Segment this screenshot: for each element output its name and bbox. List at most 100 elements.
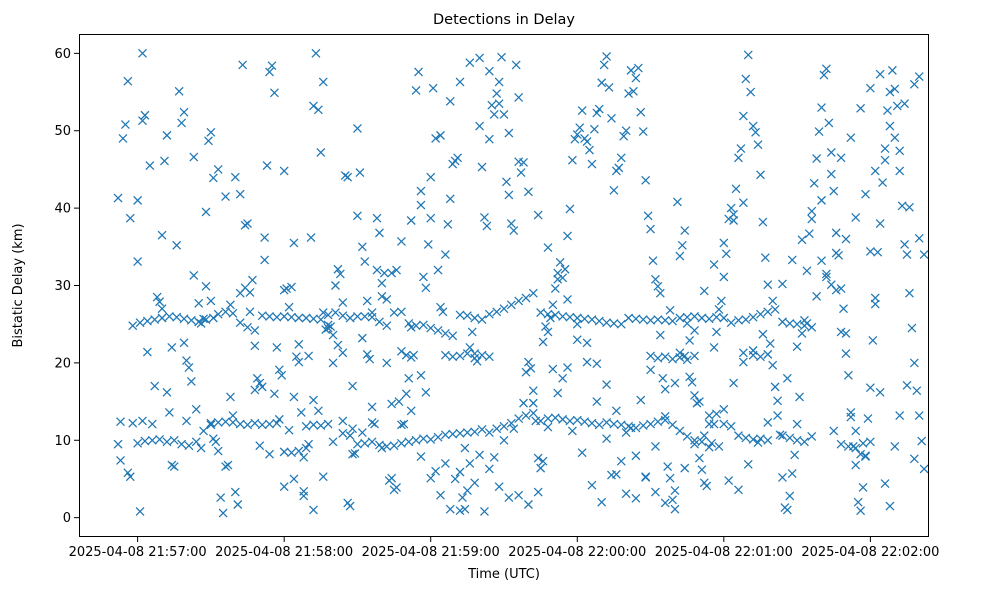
data-point (665, 473, 675, 483)
data-point (682, 431, 692, 441)
data-point (550, 284, 560, 294)
x-tick-label: 2025-04-08 22:01:00 (655, 545, 793, 560)
data-point (909, 454, 919, 464)
data-point (194, 298, 204, 308)
data-point (538, 456, 548, 466)
data-point (392, 265, 401, 275)
x-tick-label: 2025-04-08 21:59:00 (362, 545, 500, 560)
data-point (174, 86, 184, 96)
data-point (604, 82, 614, 92)
data-point (201, 281, 211, 291)
data-point (638, 421, 648, 431)
data-point (318, 308, 328, 318)
data-point (719, 238, 729, 248)
data-point (670, 486, 680, 496)
data-point (514, 414, 524, 424)
data-point (470, 427, 480, 437)
data-point (682, 355, 692, 365)
data-point (587, 315, 597, 324)
data-point (440, 329, 450, 338)
data-point (370, 419, 379, 429)
data-point (646, 315, 655, 325)
data-point (377, 291, 387, 301)
data-point (655, 288, 665, 298)
data-point (216, 493, 226, 502)
data-point (726, 318, 736, 328)
data-point (870, 166, 880, 176)
data-point (624, 89, 634, 99)
data-point (626, 65, 636, 75)
data-point (365, 354, 375, 364)
data-point (438, 307, 448, 317)
data-point (360, 438, 370, 448)
data-point (506, 418, 516, 428)
data-point (758, 217, 768, 227)
data-point (162, 437, 172, 447)
data-point (653, 353, 663, 363)
y-tick-label: 10 (54, 434, 71, 449)
data-point (379, 268, 389, 278)
data-point (125, 213, 135, 223)
data-point (885, 87, 895, 97)
data-point (389, 308, 399, 318)
data-point (846, 412, 856, 422)
data-point (875, 69, 885, 79)
data-point (255, 441, 265, 451)
data-point (895, 166, 905, 176)
data-point (201, 315, 211, 324)
data-point (243, 322, 252, 332)
data-point (235, 318, 245, 328)
data-point (768, 360, 778, 370)
data-point (428, 83, 438, 93)
data-point (345, 501, 355, 511)
data-point (133, 257, 143, 266)
data-point (497, 52, 506, 62)
data-point (221, 462, 230, 472)
data-point (480, 212, 489, 222)
data-point (387, 473, 397, 483)
data-point (900, 99, 910, 109)
data-point (458, 493, 467, 502)
data-point (621, 126, 631, 136)
data-point (235, 419, 245, 429)
data-point (748, 121, 758, 131)
data-point (790, 450, 800, 460)
data-point (233, 500, 243, 509)
data-point (831, 285, 841, 295)
data-point (177, 118, 187, 128)
data-point (592, 359, 602, 369)
data-point (309, 314, 318, 324)
data-point (611, 406, 621, 416)
data-point (523, 357, 533, 367)
data-point (440, 459, 450, 468)
data-point (313, 105, 323, 115)
data-point (316, 421, 326, 431)
data-point (475, 121, 485, 131)
data-point (631, 451, 641, 461)
data-point (416, 186, 426, 196)
data-point (587, 480, 597, 490)
data-point (858, 483, 868, 492)
data-point (602, 434, 612, 444)
data-point (196, 443, 206, 453)
data-point (741, 315, 751, 324)
data-point (543, 422, 553, 432)
data-point (633, 63, 643, 73)
data-point (580, 314, 590, 324)
data-point (865, 247, 875, 256)
data-point (421, 283, 431, 293)
data-point (878, 178, 888, 188)
data-point (724, 476, 734, 485)
data-point (756, 170, 765, 180)
data-point (580, 417, 590, 427)
data-point (523, 500, 533, 509)
x-tick-label: 2025-04-08 21:57:00 (69, 545, 207, 560)
data-point (785, 433, 795, 443)
data-point (768, 296, 778, 306)
data-point (189, 270, 199, 280)
data-point (756, 352, 765, 362)
data-point (301, 443, 311, 453)
data-point (228, 418, 238, 427)
data-point (348, 449, 358, 459)
data-point (883, 106, 892, 116)
